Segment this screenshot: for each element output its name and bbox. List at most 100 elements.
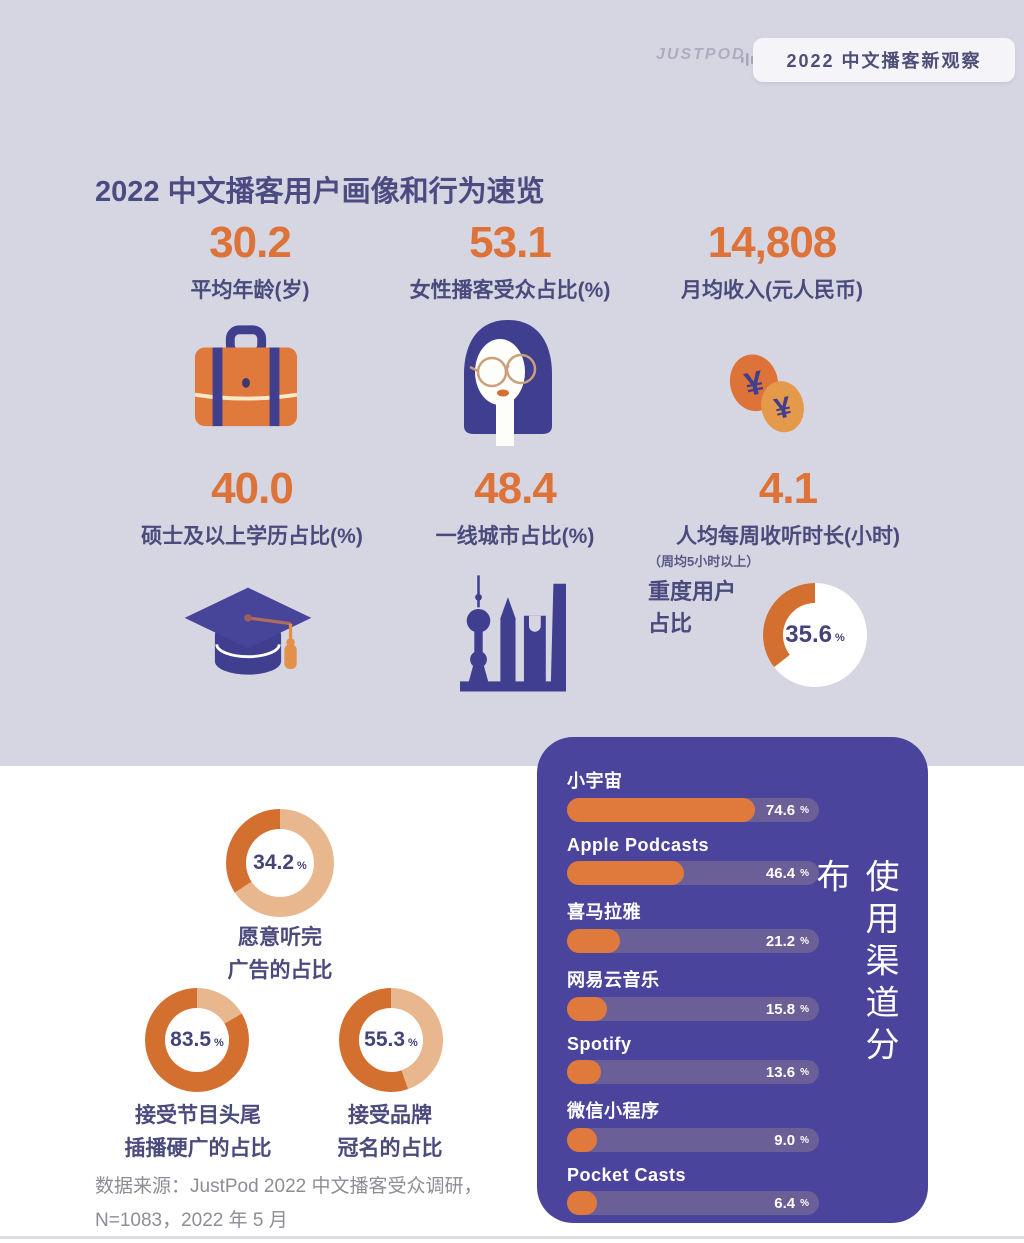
- bottom-divider: [0, 1236, 1024, 1239]
- bar-row: 网易云音乐 15.8%: [567, 966, 819, 1021]
- donut-label-line: 插播硬广的占比: [124, 1136, 272, 1160]
- bar-row: 小宇宙 74.6%: [567, 767, 819, 822]
- stat-female-share: 53.1 女性播客受众占比(%): [345, 218, 675, 304]
- channels-panel: 小宇宙 74.6% Apple Podcasts 46.4% 喜马拉雅 21.2…: [537, 737, 928, 1223]
- finish-ads-donut-chart: 34.2 %: [226, 809, 334, 917]
- bar-value-number: 21.2: [765, 932, 796, 950]
- bar-value-number: 6.4: [774, 1194, 796, 1212]
- page-title: 2022 中文播客用户画像和行为速览: [95, 176, 545, 208]
- yen-coins-icon: ¥ ¥: [729, 354, 804, 433]
- bar-label: 网易云音乐: [567, 970, 660, 990]
- report-title: 2022 中文播客新观察: [786, 51, 982, 71]
- percent-sign: %: [800, 804, 809, 816]
- percent-sign: %: [834, 632, 845, 644]
- donut-label-line: 广告的占比: [227, 958, 333, 982]
- bar-track: 13.6%: [567, 1060, 819, 1084]
- bar-track: 9.0%: [567, 1128, 819, 1152]
- bar-label: 小宇宙: [567, 771, 623, 791]
- donut-label-line: 冠名的占比: [337, 1136, 443, 1160]
- percent-sign: %: [800, 935, 809, 947]
- stat-masters-degree: 40.0 硕士及以上学历占比(%): [87, 464, 417, 550]
- briefcase-icon: [194, 325, 298, 427]
- stat-label: 一线城市占比(%): [435, 525, 595, 549]
- bar-value: 46.4%: [766, 861, 809, 885]
- bar-value: 6.4%: [774, 1191, 809, 1215]
- channels-bar-chart: 小宇宙 74.6% Apple Podcasts 46.4% 喜马拉雅 21.2…: [567, 767, 819, 1228]
- heavy-user-note: （周均5小时以上）: [648, 554, 760, 569]
- bar-track: 15.8%: [567, 997, 819, 1021]
- accept-sponsorship-donut-label: 接受品牌 冠名的占比: [284, 1100, 496, 1165]
- stat-value: 53.1: [469, 218, 552, 267]
- donut-value: 34.2: [253, 851, 295, 874]
- stat-value: 4.1: [758, 464, 818, 513]
- justpod-logo: JUSTPOD: [656, 46, 746, 63]
- bar-value-number: 9.0: [774, 1131, 796, 1149]
- bar-value: 74.6%: [766, 798, 809, 822]
- city-skyline-icon: [459, 575, 567, 692]
- accept-inserted-ads-donut-label: 接受节目头尾 插播硬广的占比: [78, 1100, 318, 1165]
- bar-value-number: 13.6: [765, 1063, 796, 1081]
- stat-label: 月均收入(元人民币): [681, 279, 863, 303]
- percent-sign: %: [214, 1037, 224, 1049]
- bar-value-number: 74.6: [765, 801, 796, 819]
- bar-row: Pocket Casts 6.4%: [567, 1165, 819, 1215]
- data-source-note: 数据来源：JustPod 2022 中文播客受众调研， N=1083，2022 …: [95, 1170, 482, 1238]
- donut-value: 83.5: [170, 1028, 212, 1051]
- stat-label: 平均年龄(岁): [190, 279, 310, 303]
- donut-value: 35.6: [785, 621, 832, 648]
- svg-text:¥: ¥: [771, 390, 794, 426]
- donut-label-line: 接受节目头尾: [135, 1104, 261, 1127]
- heavy-user-donut-chart: 35.6 %: [763, 583, 867, 687]
- stat-monthly-income: 14,808 月均收入(元人民币): [607, 218, 937, 304]
- bar-label: Apple Podcasts: [567, 835, 710, 855]
- stat-tier1-city: 48.4 一线城市占比(%): [350, 464, 680, 550]
- bar-fill: [567, 1191, 597, 1215]
- heavy-user-label: 重度用户: [648, 579, 737, 604]
- stat-value: 48.4: [474, 464, 557, 513]
- bar-label: 微信小程序: [567, 1101, 660, 1121]
- bar-track: 46.4%: [567, 861, 819, 885]
- percent-sign: %: [800, 867, 809, 879]
- bar-fill: [567, 798, 755, 822]
- percent-sign: %: [408, 1037, 418, 1049]
- stat-label: 人均每周收听时长(小时): [676, 525, 900, 549]
- stat-average-age: 30.2 平均年龄(岁): [85, 218, 415, 304]
- bar-value: 9.0%: [774, 1128, 809, 1152]
- bar-row: 喜马拉雅 21.2%: [567, 898, 819, 953]
- donut-hole: 55.3 %: [359, 1008, 423, 1072]
- finish-ads-donut-label: 愿意听完 广告的占比: [160, 922, 400, 987]
- female-listener-icon: [464, 320, 552, 446]
- bar-track: 74.6%: [567, 798, 819, 822]
- stat-label: 硕士及以上学历占比(%): [141, 525, 363, 549]
- bar-track: 6.4%: [567, 1191, 819, 1215]
- bar-label: 喜马拉雅: [567, 902, 641, 922]
- donut-label-line: 接受品牌: [348, 1104, 432, 1127]
- bar-fill: [567, 997, 607, 1021]
- heavy-user-block: （周均5小时以上） 重度用户 占比: [648, 551, 788, 640]
- percent-sign: %: [800, 1066, 809, 1078]
- bar-fill: [567, 1128, 597, 1152]
- bar-row: Spotify 13.6%: [567, 1034, 819, 1084]
- donut-hole: 35.6 %: [783, 603, 847, 667]
- bar-value: 15.8%: [766, 997, 809, 1021]
- stat-value: 40.0: [211, 464, 294, 513]
- bar-row: Apple Podcasts 46.4%: [567, 835, 819, 885]
- bar-fill: [567, 929, 621, 953]
- channels-title: 使用渠道分布: [811, 858, 898, 1069]
- heavy-user-label: 占比: [648, 610, 693, 636]
- bar-value: 21.2%: [766, 929, 809, 953]
- report-title-badge: 2022 中文播客新观察: [753, 38, 1015, 82]
- stat-weekly-listening-hours: 4.1 人均每周收听时长(小时): [623, 464, 953, 550]
- bar-row: 微信小程序 9.0%: [567, 1097, 819, 1152]
- donut-hole: 34.2 %: [246, 829, 314, 897]
- percent-sign: %: [800, 1197, 809, 1209]
- bar-value: 13.6%: [766, 1060, 809, 1084]
- stat-label: 女性播客受众占比(%): [409, 279, 611, 303]
- bar-value-number: 46.4: [765, 864, 796, 882]
- graduation-cap-icon: [184, 587, 312, 675]
- percent-sign: %: [800, 1134, 809, 1146]
- data-source-line: 数据来源：JustPod 2022 中文播客受众调研，: [95, 1176, 483, 1197]
- stat-value: 14,808: [707, 218, 838, 267]
- donut-label-line: 愿意听完: [238, 926, 322, 949]
- stat-value: 30.2: [209, 218, 292, 267]
